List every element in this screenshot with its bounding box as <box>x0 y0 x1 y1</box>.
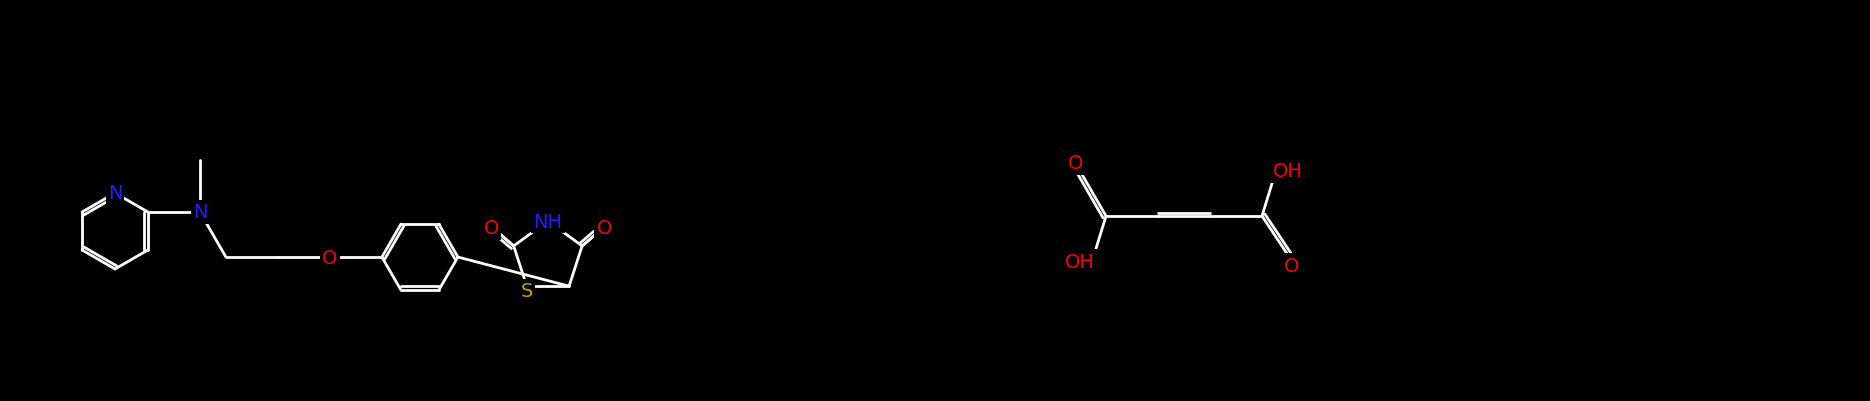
Text: O: O <box>1285 256 1300 275</box>
Text: O: O <box>597 219 611 238</box>
Text: O: O <box>484 219 499 238</box>
Text: OH: OH <box>1273 162 1303 181</box>
Text: S: S <box>520 281 533 300</box>
Text: N: N <box>108 184 122 203</box>
Text: N: N <box>193 203 208 222</box>
Text: O: O <box>1068 154 1085 173</box>
Text: O: O <box>322 248 338 267</box>
Text: OH: OH <box>1066 252 1096 271</box>
Text: NH: NH <box>533 212 563 231</box>
